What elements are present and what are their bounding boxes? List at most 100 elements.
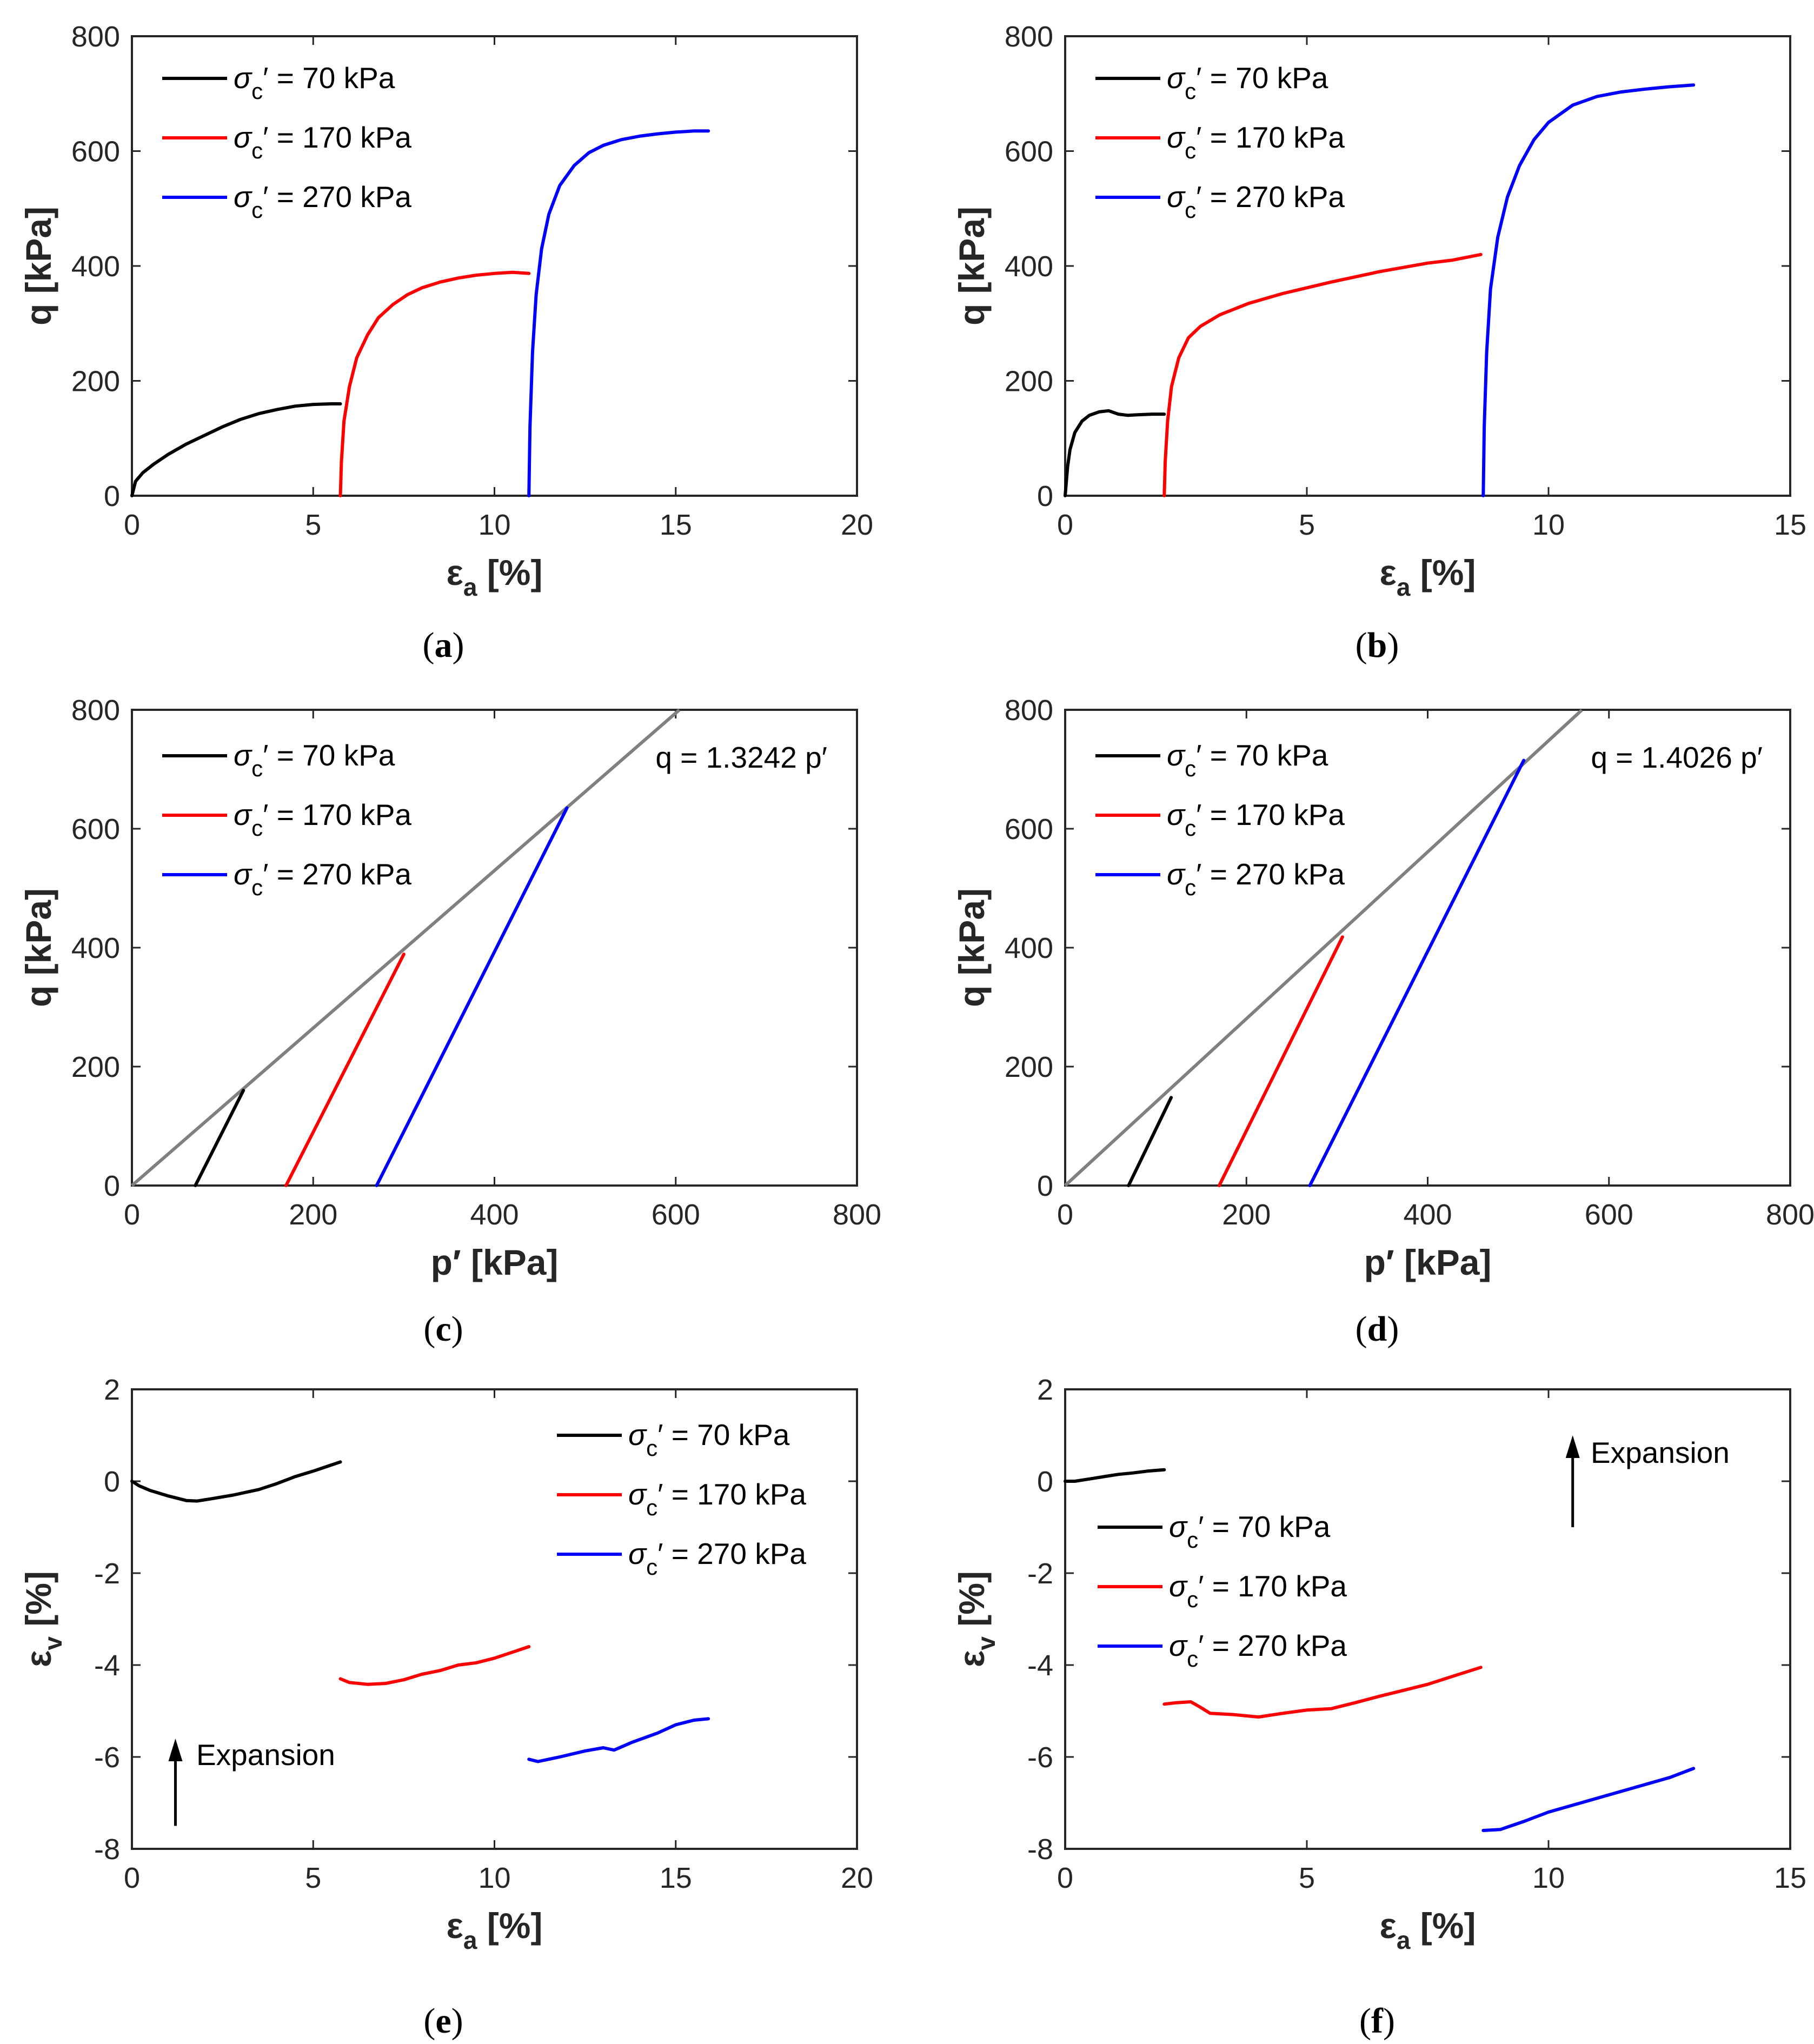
- legend-entry-1-label: σc′ = 70 kPa: [234, 61, 395, 104]
- x-axis-label-symbol: ε: [447, 552, 463, 592]
- x-tick-label: 5: [305, 1862, 321, 1894]
- x-tick-label: 20: [841, 509, 873, 541]
- legend-entry-2-rest: ′ = 170 kPa: [263, 798, 411, 831]
- legend-entry-2-rest: ′ = 170 kPa: [1196, 121, 1345, 154]
- legend-entry-3-label: σc′ = 270 kPa: [1167, 857, 1345, 900]
- plot-area: [1064, 709, 1791, 1187]
- legend-entry-2-sub: c: [1185, 138, 1196, 163]
- y-tick-label: 0: [1037, 1170, 1053, 1202]
- x-axis-label-symbol: ε: [1380, 1906, 1397, 1946]
- x-axis-label-unit: [%]: [477, 552, 542, 592]
- x-tick-label: 20: [841, 1862, 873, 1894]
- csl-equation: q = 1.4026 p′: [1591, 741, 1763, 774]
- y-tick-label: -4: [1027, 1649, 1053, 1682]
- legend-entry-3-label: σc′ = 270 kPa: [234, 857, 411, 900]
- x-tick-label: 10: [478, 1862, 510, 1894]
- legend-entry-2-sub: c: [1187, 1587, 1198, 1612]
- panel-caption: (d): [1355, 1309, 1399, 1349]
- y-tick-label: 0: [104, 1170, 120, 1202]
- caption-close: ): [1383, 2001, 1395, 2041]
- legend-entry-2-sub: c: [251, 815, 263, 841]
- legend-entry-3-sigma: σ: [1167, 857, 1186, 891]
- x-tick-label: 15: [1774, 1862, 1806, 1894]
- legend-entry-2-label: σc′ = 170 kPa: [234, 121, 411, 163]
- y-axis-label: q [kPa]: [18, 888, 58, 1007]
- legend-entry-3-sub: c: [1185, 875, 1196, 900]
- x-axis-label-subscript: a: [463, 1926, 477, 1954]
- series-line-2: [338, 1645, 531, 1686]
- y-tick-label: 0: [104, 1466, 120, 1498]
- legend-entry-3-rest: ′ = 270 kPa: [1198, 1629, 1347, 1662]
- legend-entry-1-sub: c: [1185, 756, 1196, 781]
- y-tick-label: 400: [1005, 932, 1053, 964]
- legend-entry-2-label: σc′ = 170 kPa: [1169, 1569, 1347, 1612]
- y-axis-label-subscript: v: [972, 1636, 1000, 1650]
- legend-entry-2-rest: ′ = 170 kPa: [1198, 1569, 1347, 1603]
- series-line-1: [130, 402, 342, 497]
- caption-open: (: [1355, 1309, 1367, 1349]
- x-tick-label: 0: [1057, 1862, 1073, 1894]
- y-tick-label: 800: [71, 21, 120, 53]
- plot-area: [1064, 35, 1791, 497]
- legend-entry-2-rest: ′ = 170 kPa: [1196, 798, 1345, 831]
- y-tick-label: -8: [94, 1833, 120, 1866]
- legend-entry-3-rest: ′ = 270 kPa: [263, 857, 411, 891]
- x-axis-label: εa [%]: [1380, 552, 1476, 601]
- y-axis-label-symbol: ε: [18, 1650, 58, 1667]
- y-axis-label-unit: [%]: [18, 1571, 58, 1636]
- caption-letter: b: [1367, 625, 1387, 665]
- y-tick-label: 600: [71, 136, 120, 168]
- y-tick-label: 0: [1037, 1466, 1053, 1498]
- x-tick-label: 15: [660, 509, 692, 541]
- panel-caption: (f): [1359, 2001, 1395, 2041]
- x-tick-label: 600: [1585, 1199, 1633, 1231]
- caption-open: (: [423, 625, 435, 665]
- x-axis-label-subscript: a: [1397, 1926, 1411, 1954]
- legend-entry-1-sub: c: [1187, 1527, 1198, 1553]
- series-line-3: [527, 129, 710, 497]
- x-tick-label: 5: [1299, 509, 1315, 541]
- y-axis-label: q [kPa]: [18, 207, 58, 325]
- y-tick-label: 800: [1005, 21, 1053, 53]
- y-tick-label: -8: [1027, 1833, 1053, 1866]
- legend-entry-1-label: σc′ = 70 kPa: [1167, 738, 1328, 781]
- legend-entry-1-label: σc′ = 70 kPa: [234, 738, 395, 781]
- legend-entry-1-sigma: σ: [234, 738, 253, 772]
- x-axis-label-subscript: a: [1397, 573, 1411, 601]
- y-tick-label: 200: [71, 1051, 120, 1083]
- legend-entry-1-sigma: σ: [628, 1418, 647, 1452]
- series-line-3: [1481, 1767, 1696, 1832]
- csl-equation: q = 1.3242 p′: [655, 741, 827, 774]
- y-tick-label: 800: [71, 694, 120, 727]
- panel-caption: (c): [423, 1309, 463, 1349]
- caption-letter: d: [1367, 1309, 1387, 1349]
- x-tick-label: 600: [652, 1199, 700, 1231]
- legend-entry-2-sub: c: [251, 138, 263, 163]
- legend-entry-1-label: σc′ = 70 kPa: [628, 1418, 790, 1461]
- caption-letter: f: [1371, 2001, 1384, 2041]
- x-axis-label-subscript: a: [463, 573, 477, 601]
- caption-open: (: [423, 1309, 435, 1349]
- legend-entry-2-sigma: σ: [1169, 1569, 1188, 1603]
- x-tick-label: 400: [1403, 1199, 1452, 1231]
- plot-area: [131, 35, 858, 497]
- series-line-3: [1481, 83, 1696, 497]
- legend-entry-3-sigma: σ: [1167, 180, 1186, 214]
- caption-close: ): [1387, 625, 1399, 665]
- legend-entry-3-label: σc′ = 270 kPa: [1169, 1629, 1347, 1672]
- series-line-3: [527, 1717, 710, 1763]
- x-tick-label: 10: [478, 509, 510, 541]
- y-tick-label: -4: [94, 1649, 120, 1682]
- legend-entry-2-sub: c: [1185, 815, 1196, 841]
- legend-entry-2-sigma: σ: [1167, 121, 1186, 154]
- caption-letter: a: [435, 625, 453, 665]
- x-tick-label: 0: [124, 509, 140, 541]
- caption-close: ): [451, 1309, 463, 1349]
- legend-entry-3-rest: ′ = 270 kPa: [263, 180, 411, 214]
- legend-entry-1-rest: ′ = 70 kPa: [263, 61, 395, 95]
- y-axis-label: εv [%]: [18, 1571, 67, 1667]
